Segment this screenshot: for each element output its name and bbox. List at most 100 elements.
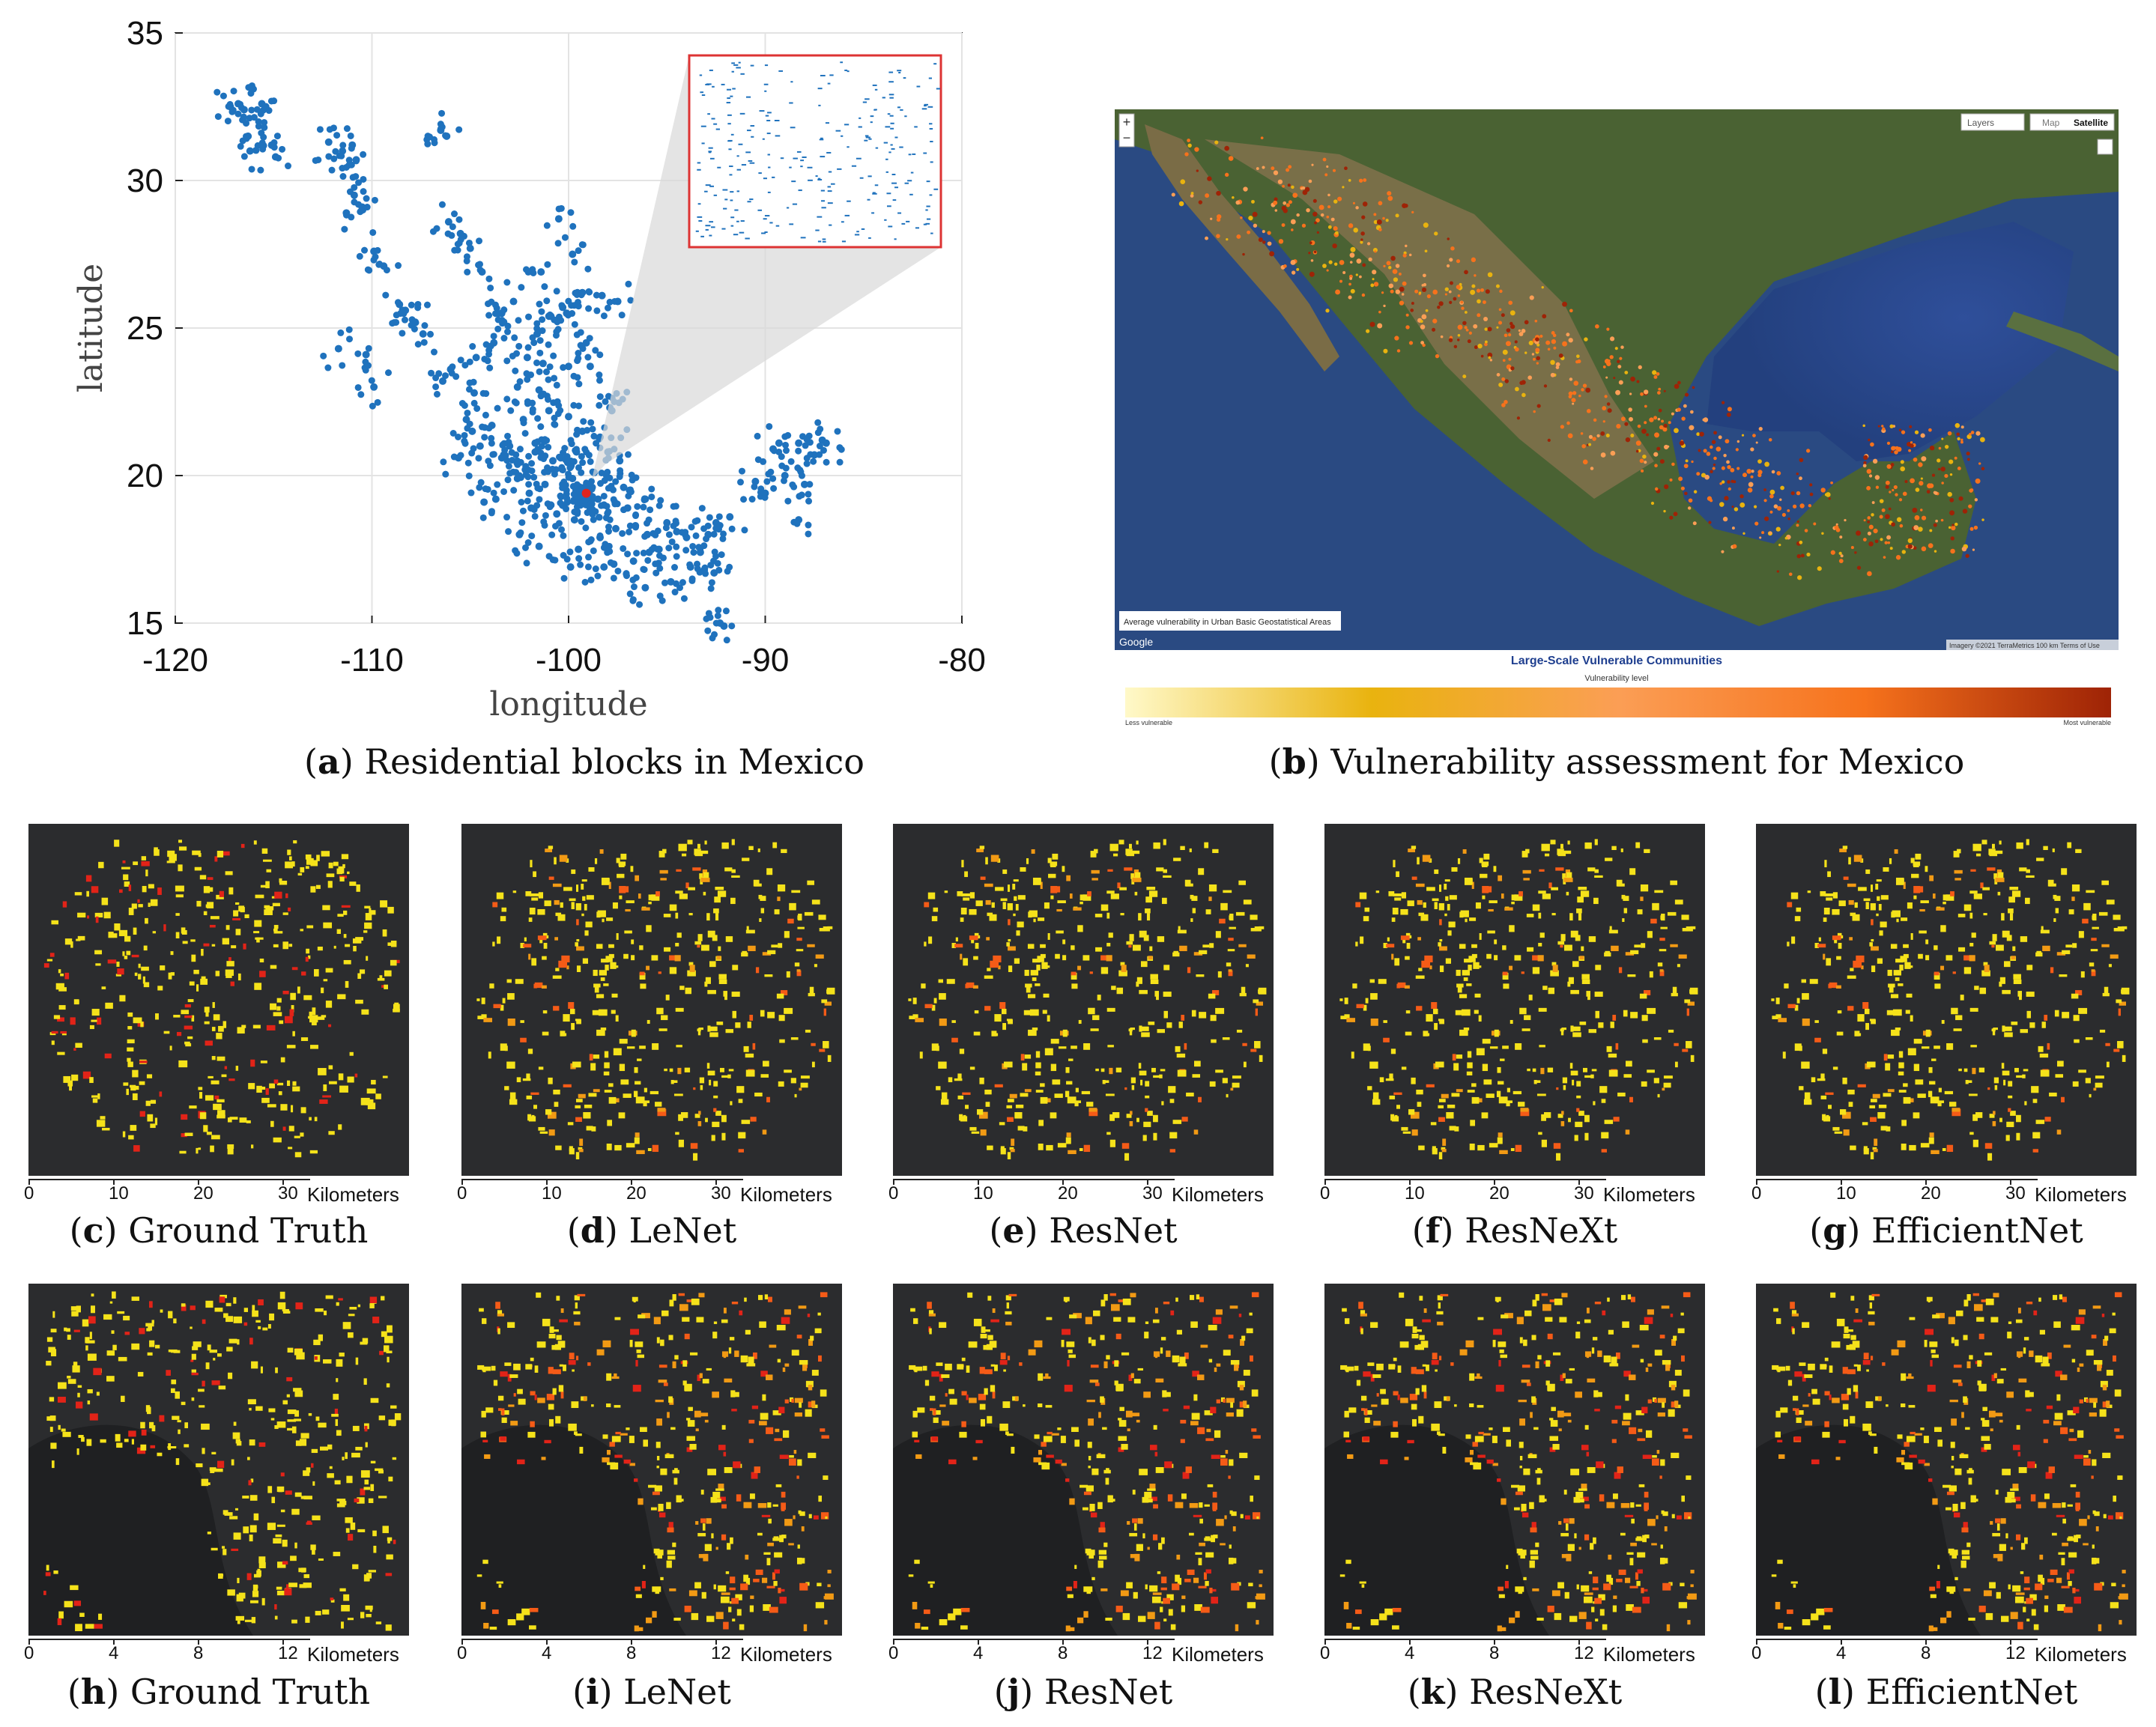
block-polygon [1887, 1054, 1895, 1059]
vulnerability-dot [1593, 418, 1597, 422]
vulnerability-dot [1617, 365, 1622, 369]
scatter-point [640, 565, 647, 573]
vulnerability-dot [1862, 538, 1867, 541]
scatter-point [455, 216, 463, 223]
scale-tick [461, 1179, 463, 1185]
block-polygon [157, 1452, 163, 1457]
layers-dropdown[interactable]: Layers [1967, 118, 1994, 128]
block-polygon [1026, 986, 1031, 993]
block-polygon [175, 885, 184, 892]
block-polygon [1048, 873, 1056, 878]
block-polygon [388, 1419, 396, 1426]
zoom-controls[interactable]: + − [1118, 113, 1135, 148]
block-polygon [476, 998, 480, 1001]
block-polygon [1949, 1102, 1957, 1107]
zoom-in-button[interactable]: + [1123, 115, 1131, 130]
scatter-point [590, 432, 598, 440]
x-axis-label: longitude [489, 685, 647, 723]
vulnerability-dot [1291, 270, 1296, 275]
block-polygon [1438, 1019, 1444, 1022]
block-polygon [1920, 1143, 1930, 1148]
block-polygon [50, 1349, 57, 1357]
vulnerability-dot [1468, 331, 1472, 335]
inset-block [732, 88, 736, 90]
block-polygon [1997, 891, 2001, 896]
block-polygon [1579, 956, 1584, 960]
block-polygon [366, 1099, 374, 1105]
block-polygon [222, 1510, 228, 1515]
vulnerability-dot [1913, 457, 1918, 462]
vulnerability-dot [1645, 433, 1650, 437]
scatter-point [393, 318, 400, 326]
block-polygon [1401, 892, 1407, 899]
block-polygon [1972, 843, 1981, 852]
block-polygon [1896, 918, 1899, 923]
block-polygon [248, 1083, 255, 1090]
inset-block [925, 222, 930, 225]
block-polygon [316, 855, 320, 861]
block-polygon [1126, 941, 1133, 945]
block-polygon [1567, 981, 1571, 987]
block-polygon [1355, 941, 1358, 947]
block-polygon [969, 1066, 975, 1070]
scatter-point [393, 312, 400, 319]
block-polygon [288, 1582, 298, 1588]
block-polygon [1392, 908, 1399, 915]
block-polygon [181, 1114, 188, 1120]
block-polygon [1617, 1092, 1626, 1097]
block-polygon [336, 1499, 346, 1502]
block-polygon [124, 935, 131, 942]
block-polygon [1989, 1114, 1995, 1118]
block-polygon [228, 1372, 233, 1380]
vulnerability-dot [1567, 433, 1573, 439]
vulnerability-dot [1741, 434, 1745, 437]
scale-tick [198, 1639, 199, 1645]
satellite-map[interactable]: + − Layers Map Satellite Average vulnera… [1115, 109, 2119, 650]
scatter-point [548, 465, 556, 473]
block-polygon [1848, 857, 1851, 865]
vulnerability-dot [1550, 372, 1555, 377]
block-polygon [1136, 1117, 1139, 1123]
zoom-out-button[interactable]: − [1123, 130, 1131, 145]
block-polygon [1250, 914, 1258, 920]
block-polygon [1521, 1028, 1530, 1031]
vulnerability-dot [1941, 482, 1944, 485]
block-polygon [2009, 913, 2014, 921]
vulnerability-dot [1243, 186, 1248, 192]
scatter-point [577, 561, 584, 568]
scale-tick-label: 0 [457, 1183, 467, 1204]
block-polygon [217, 1460, 225, 1469]
block-polygon [506, 1061, 515, 1069]
vulnerability-dot [1868, 438, 1871, 442]
block-polygon [1945, 955, 1953, 961]
vulnerability-dot [1252, 211, 1258, 217]
scatter-point [533, 325, 541, 333]
scatter-point [448, 365, 455, 372]
block-polygon [393, 1539, 396, 1544]
block-polygon [1566, 891, 1569, 896]
block-polygon [635, 1096, 645, 1104]
inset-block [858, 126, 862, 128]
block-polygon [1351, 1051, 1354, 1059]
block-polygon [610, 962, 617, 969]
inset-block [890, 144, 893, 146]
block-polygon [51, 920, 59, 925]
block-polygon [1451, 1093, 1460, 1097]
scatter-point [420, 339, 428, 346]
fullscreen-icon[interactable] [2097, 139, 2113, 155]
vulnerability-dot [1629, 392, 1632, 395]
block-polygon [274, 1615, 278, 1620]
block-polygon [626, 1143, 635, 1148]
vulnerability-dot [1681, 416, 1686, 421]
block-polygon [604, 1090, 612, 1093]
map-type-satellite-tab[interactable]: Satellite [2074, 118, 2108, 128]
map-type-map-tab[interactable]: Map [2042, 118, 2060, 128]
block-polygon [1360, 936, 1364, 944]
block-polygon [752, 1042, 756, 1050]
inset-block [741, 164, 747, 166]
vulnerability-dot [1747, 488, 1753, 493]
block-polygon [1647, 1069, 1655, 1073]
scatter-point [576, 488, 584, 496]
vulnerability-dot [1482, 300, 1486, 305]
block-polygon [58, 1005, 66, 1010]
